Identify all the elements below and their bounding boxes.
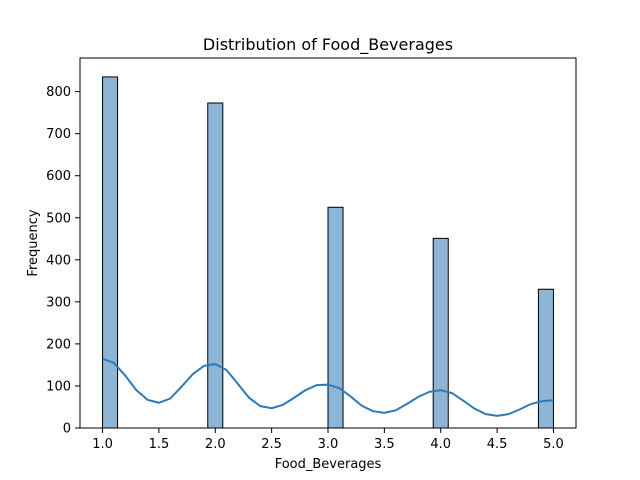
- histogram-bar: [327, 206, 344, 429]
- y-tick-label: 100: [46, 379, 71, 394]
- x-tick-label: 2.5: [261, 437, 282, 452]
- x-tick-label: 4.5: [487, 437, 508, 452]
- y-tick-label: 400: [46, 253, 71, 268]
- x-axis-ticks: 1.0 1.5 2.0 2.5 3.0 3.5 4.0 4.5 5.0: [92, 428, 564, 452]
- plot-frame: [79, 57, 577, 429]
- histogram-bar: [537, 288, 554, 429]
- y-tick-label: 0: [63, 422, 71, 437]
- histogram-bar: [432, 237, 449, 429]
- y-tick-label: 800: [46, 85, 71, 100]
- histogram-bar: [102, 76, 119, 429]
- x-tick-label: 2.0: [205, 437, 226, 452]
- y-tick-label: 300: [46, 295, 71, 310]
- x-axis-label: Food_Beverages: [275, 457, 382, 472]
- x-tick-label: 1.0: [92, 437, 113, 452]
- x-tick-label: 1.5: [149, 437, 170, 452]
- x-tick-label: 3.0: [318, 437, 339, 452]
- x-tick-label: 4.0: [430, 437, 451, 452]
- bars-group: [102, 76, 554, 429]
- y-tick-label: 700: [46, 127, 71, 142]
- y-axis-ticks: 0 100 200 300 400 500 600 700 800: [46, 85, 80, 437]
- y-axis-label: Frequency: [26, 209, 41, 276]
- x-tick-label: 5.0: [543, 437, 564, 452]
- kde-curve: [102, 357, 554, 417]
- chart-title: Distribution of Food_Beverages: [203, 35, 453, 55]
- y-tick-label: 500: [46, 211, 71, 226]
- histogram-bar: [207, 102, 224, 429]
- y-tick-label: 600: [46, 169, 71, 184]
- y-tick-label: 200: [46, 337, 71, 352]
- x-tick-label: 3.5: [374, 437, 395, 452]
